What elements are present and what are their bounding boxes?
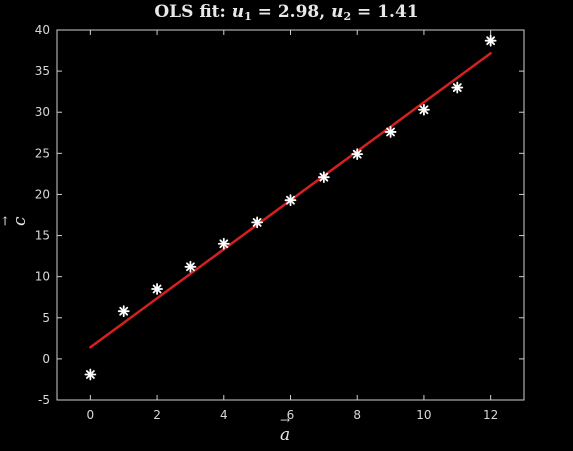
data-point bbox=[84, 368, 97, 381]
y-tick-label: 0 bbox=[42, 352, 50, 366]
x-tick-label: 10 bbox=[416, 408, 431, 422]
y-axis-label: c bbox=[10, 216, 30, 226]
y-tick-label: 10 bbox=[35, 270, 50, 284]
x-axis-label: a bbox=[280, 413, 290, 445]
data-point bbox=[484, 34, 497, 47]
x-tick-label: 8 bbox=[353, 408, 361, 422]
data-point bbox=[351, 148, 364, 161]
y-tick-label: 40 bbox=[35, 23, 50, 37]
data-point bbox=[184, 260, 197, 273]
x-tick-label: 2 bbox=[153, 408, 161, 422]
y-tick-label: 30 bbox=[35, 105, 50, 119]
y-tick-label: 15 bbox=[35, 229, 50, 243]
data-point bbox=[317, 171, 330, 184]
y-tick-label: 20 bbox=[35, 187, 50, 201]
data-point bbox=[217, 237, 230, 250]
data-points bbox=[84, 34, 497, 381]
chart-title: OLS fit: u1 = 2.98, u2 = 1.41 bbox=[154, 2, 419, 23]
y-tick-label: -5 bbox=[38, 393, 50, 407]
axes-box bbox=[56, 29, 525, 401]
y-tick-label: 5 bbox=[42, 311, 50, 325]
x-tick-label: 6 bbox=[287, 408, 295, 422]
data-point bbox=[418, 103, 430, 116]
data-point bbox=[451, 81, 464, 94]
x-tick-label: 0 bbox=[87, 408, 95, 422]
x-tick-label: 4 bbox=[220, 408, 228, 422]
y-tick-label: 35 bbox=[35, 64, 50, 78]
x-ticks: 0 2 4 6 8 10 12 bbox=[87, 30, 498, 422]
data-point bbox=[251, 216, 264, 229]
data-point bbox=[384, 126, 397, 138]
data-point bbox=[117, 305, 130, 318]
data-point bbox=[284, 194, 297, 207]
y-tick-label: 25 bbox=[35, 146, 50, 160]
plot-axes bbox=[56, 29, 525, 401]
x-tick-label: 12 bbox=[483, 408, 498, 422]
data-point bbox=[151, 283, 163, 295]
y-ticks: -5 0 5 10 15 20 25 30 35 40 bbox=[35, 23, 524, 407]
